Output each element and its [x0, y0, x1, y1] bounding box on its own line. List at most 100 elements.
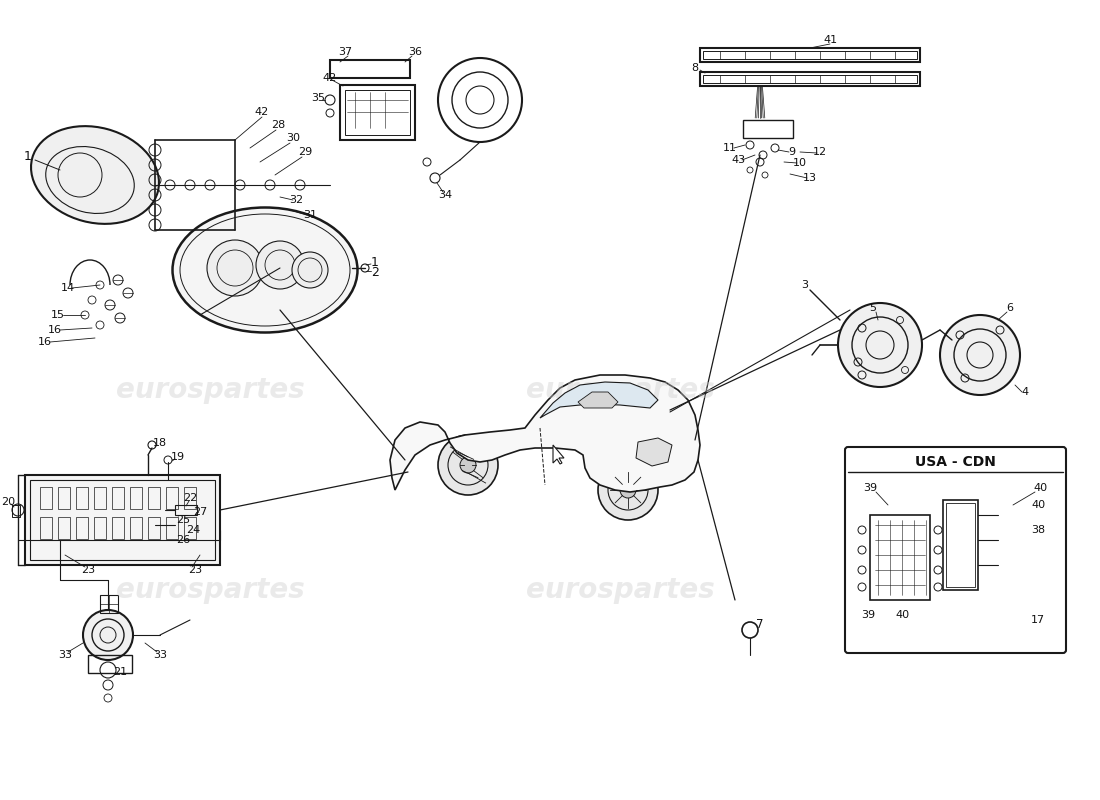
Polygon shape [390, 375, 700, 492]
Text: 1: 1 [24, 150, 32, 163]
Ellipse shape [31, 126, 160, 224]
Bar [76, 487, 88, 509]
Bar [88, 655, 132, 673]
Text: 38: 38 [1031, 525, 1045, 535]
FancyBboxPatch shape [845, 447, 1066, 653]
Bar [184, 487, 196, 509]
Text: 24: 24 [186, 525, 200, 535]
Bar [100, 595, 118, 613]
Bar [76, 517, 88, 539]
Text: 21: 21 [113, 667, 128, 677]
Text: 25: 25 [176, 515, 190, 525]
Polygon shape [578, 392, 618, 408]
Circle shape [438, 435, 498, 495]
Bar [946, 503, 975, 587]
Bar [742, 120, 793, 138]
Text: 29: 29 [298, 147, 312, 157]
Bar [148, 517, 159, 539]
Text: 5: 5 [869, 303, 877, 313]
Text: 20: 20 [1, 497, 15, 507]
Polygon shape [553, 445, 564, 464]
Bar [175, 505, 197, 515]
Text: 10: 10 [793, 158, 807, 168]
Circle shape [838, 303, 922, 387]
Text: 42: 42 [255, 107, 270, 117]
Text: 19: 19 [170, 452, 185, 462]
Bar [112, 487, 124, 509]
Text: eurospartes: eurospartes [116, 576, 305, 604]
Text: 23: 23 [81, 565, 95, 575]
Circle shape [292, 252, 328, 288]
Text: 6: 6 [1006, 303, 1013, 313]
Text: 16: 16 [39, 337, 52, 347]
Text: 27: 27 [192, 507, 207, 517]
Bar [870, 515, 930, 600]
Text: 12: 12 [813, 147, 827, 157]
Bar [184, 517, 196, 539]
Text: 40: 40 [1034, 483, 1048, 493]
Text: 37: 37 [338, 47, 352, 57]
Text: 40: 40 [895, 610, 910, 620]
Text: 28: 28 [271, 120, 285, 130]
Text: 9: 9 [789, 147, 795, 157]
Text: 18: 18 [153, 438, 167, 448]
Text: 33: 33 [153, 650, 167, 660]
Text: 4: 4 [1022, 387, 1028, 397]
Text: eurospartes: eurospartes [526, 576, 714, 604]
Text: 23: 23 [188, 565, 202, 575]
Bar [166, 517, 178, 539]
Text: 1: 1 [371, 255, 378, 269]
Text: 41: 41 [823, 35, 837, 45]
Polygon shape [540, 382, 658, 418]
Bar [943, 500, 978, 590]
Circle shape [460, 457, 476, 473]
Text: 2: 2 [371, 266, 378, 279]
Bar [148, 487, 159, 509]
Text: 7: 7 [757, 618, 763, 631]
Text: eurospartes: eurospartes [116, 376, 305, 404]
Text: 13: 13 [803, 173, 817, 183]
Bar [58, 517, 70, 539]
Text: 8: 8 [692, 63, 698, 73]
Circle shape [207, 240, 263, 296]
Text: 42: 42 [323, 73, 337, 83]
Text: 33: 33 [58, 650, 72, 660]
Text: eurospartes: eurospartes [526, 376, 714, 404]
Text: 26: 26 [176, 535, 190, 545]
Ellipse shape [173, 207, 358, 333]
Text: 39: 39 [861, 610, 876, 620]
Circle shape [620, 482, 636, 498]
Bar [94, 517, 106, 539]
Text: 40: 40 [1031, 500, 1045, 510]
Text: 3: 3 [802, 280, 808, 290]
Polygon shape [636, 438, 672, 466]
Bar [700, 72, 920, 86]
Text: 22: 22 [183, 493, 197, 503]
Bar [700, 48, 920, 62]
Bar [345, 90, 410, 135]
Bar [330, 60, 410, 78]
Bar [58, 487, 70, 509]
Bar [130, 487, 142, 509]
Bar [30, 480, 214, 560]
Circle shape [82, 610, 133, 660]
Bar [130, 517, 142, 539]
Circle shape [256, 241, 304, 289]
Text: 17: 17 [1031, 615, 1045, 625]
Bar [12, 505, 20, 517]
Bar [703, 51, 917, 59]
Text: 14: 14 [60, 283, 75, 293]
Bar [166, 487, 178, 509]
Text: 35: 35 [311, 93, 324, 103]
Text: 39: 39 [862, 483, 877, 493]
Text: 16: 16 [48, 325, 62, 335]
Bar [94, 487, 106, 509]
Text: 34: 34 [438, 190, 452, 200]
Text: 15: 15 [51, 310, 65, 320]
Bar [340, 85, 415, 140]
Text: 43: 43 [730, 155, 745, 165]
Bar [25, 475, 220, 565]
Text: 32: 32 [289, 195, 304, 205]
Bar [703, 75, 917, 83]
Text: 30: 30 [286, 133, 300, 143]
